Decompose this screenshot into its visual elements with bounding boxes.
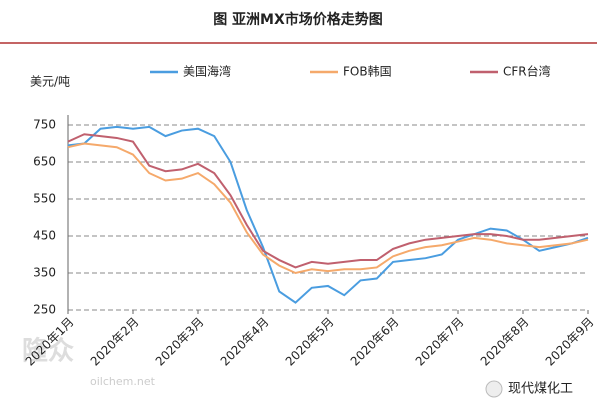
watermark: oilchem.net [90, 375, 156, 388]
y-tick-label: 650 [33, 155, 56, 169]
x-tick-label: 2020年2月 [88, 315, 142, 369]
series-line [67, 142, 589, 275]
y-tick-label: 750 [33, 118, 56, 132]
watermark: 隆众 [22, 337, 74, 367]
y-axis-label: 美元/吨 [30, 75, 70, 89]
x-tick-label: 2020年3月 [153, 315, 207, 369]
series-line [67, 125, 589, 304]
y-tick-label: 350 [33, 266, 56, 280]
y-tick-label: 550 [33, 192, 56, 206]
x-tick-label: 2020年6月 [348, 315, 402, 369]
x-tick-label: 2020年7月 [413, 315, 467, 369]
badge-icon [485, 380, 503, 398]
x-tick-label: 2020年5月 [283, 315, 337, 369]
legend-label: CFR台湾 [503, 64, 551, 79]
y-tick-label: 450 [33, 229, 56, 243]
x-tick-label: 2020年9月 [543, 315, 597, 369]
x-tick-label: 2020年4月 [218, 315, 272, 369]
legend-label: 美国海湾 [183, 64, 231, 79]
x-tick-label: 2020年8月 [478, 315, 532, 369]
chart-title: 图 亚洲MX市场价格走势图 [213, 11, 383, 28]
legend-label: FOB韩国 [343, 64, 392, 79]
badge: 现代煤化工 [508, 382, 573, 397]
series-line [67, 133, 589, 269]
y-tick-label: 250 [33, 303, 56, 317]
